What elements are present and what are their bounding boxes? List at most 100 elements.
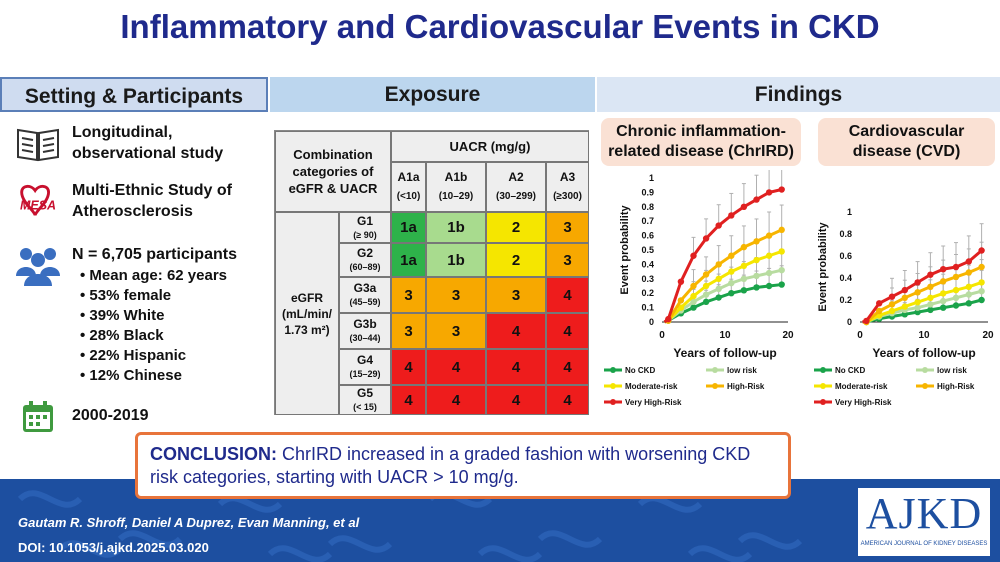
legend-label: No CKD	[835, 366, 865, 375]
col-header-a2: A2 (30–299)	[486, 162, 546, 212]
conclusion-box: CONCLUSION: ChrIRD increased in a graded…	[135, 432, 791, 499]
x-tick-label: 10	[719, 330, 731, 341]
matrix-cell: 2	[486, 212, 546, 243]
data-point	[901, 294, 908, 301]
matrix-cell: 3	[546, 243, 589, 277]
legend-swatch-dot	[922, 367, 928, 373]
matrix-cell: 3	[391, 313, 426, 349]
x-tick-label: 20	[782, 330, 794, 341]
matrix-cell: 4	[486, 349, 546, 385]
data-point	[952, 263, 960, 271]
data-point	[690, 292, 697, 300]
matrix-cell: 3	[546, 212, 589, 243]
conclusion-text: ChrIRD increased in a graded fashion wit…	[150, 444, 751, 487]
period-item: 2000-2019	[14, 395, 149, 439]
authors: Gautam R. Shroff, Daniel A Duprez, Evan …	[18, 515, 360, 530]
row-header-g4: G4 (15–29)	[339, 349, 391, 385]
data-point	[978, 247, 985, 254]
x-tick-label: 0	[659, 330, 665, 341]
legend-swatch-dot	[820, 383, 826, 389]
legend-label: low risk	[727, 366, 757, 375]
data-point	[901, 311, 908, 318]
participants-count: N = 6,705 participants	[72, 246, 237, 263]
data-point	[728, 279, 735, 287]
data-point	[778, 226, 785, 234]
data-point	[765, 252, 773, 259]
data-point	[765, 282, 773, 290]
data-point	[702, 298, 710, 306]
data-point	[665, 315, 672, 323]
data-point	[753, 284, 760, 291]
legend-label: High-Risk	[727, 382, 765, 391]
data-point	[978, 288, 985, 295]
infographic-title: Inflammatory and Cardiovascular Events i…	[120, 8, 880, 45]
mesa-logo-icon: MESA	[14, 180, 62, 224]
data-point	[965, 269, 972, 276]
uacr-header: UACR (mg/g)	[391, 131, 589, 162]
col-header-a3: A3 (≥300)	[546, 162, 589, 212]
matrix-cell: 4	[426, 385, 486, 415]
legend-label: Very High-Risk	[625, 398, 682, 407]
bullet-item: • 39% White	[80, 307, 165, 324]
data-point	[978, 263, 985, 271]
ajkd-logo: AJKD AMERICAN JOURNAL OF KIDNEY DISEASES	[858, 488, 990, 556]
row-header-g3a: G3a (45–59)	[339, 277, 391, 313]
y-tick-label: 0.4	[641, 259, 654, 269]
data-point	[888, 307, 896, 315]
matrix-cell: 4	[546, 277, 589, 313]
data-point	[888, 301, 896, 308]
data-point	[914, 304, 921, 311]
row-header-g1: G1 (≥ 90)	[339, 212, 391, 243]
data-point	[753, 196, 760, 203]
legend-swatch-dot	[712, 383, 718, 389]
data-point	[927, 283, 934, 290]
bullet-item: • 53% female	[80, 287, 172, 304]
data-point	[888, 293, 896, 300]
matrix-cell: 3	[486, 277, 546, 313]
data-point	[914, 289, 921, 296]
data-point	[901, 303, 908, 310]
study-type-item: Longitudinal, observational study	[14, 122, 223, 166]
data-point	[728, 290, 735, 297]
matrix-cell: 3	[391, 277, 426, 313]
header-findings: Findings	[597, 77, 1000, 112]
calendar-icon	[14, 395, 62, 439]
matrix-cell: 1b	[426, 243, 486, 277]
data-point	[702, 271, 710, 278]
y-tick-label: 0.2	[839, 295, 852, 305]
data-point	[778, 281, 785, 288]
y-tick-label: 0.6	[839, 251, 852, 261]
x-axis-label: Years of follow-up	[673, 346, 776, 360]
y-tick-label: 0.1	[641, 303, 654, 313]
legend-swatch-dot	[820, 367, 826, 373]
matrix-cell: 4	[426, 349, 486, 385]
legend-label: Very High-Risk	[835, 398, 892, 407]
x-tick-label: 0	[857, 330, 863, 341]
matrix-cell: 1a	[391, 243, 426, 277]
data-point	[753, 238, 760, 245]
data-point	[927, 301, 934, 308]
matrix-cell: 4	[391, 385, 426, 415]
data-point	[677, 304, 685, 311]
legend-label: No CKD	[625, 366, 655, 375]
data-point	[702, 291, 710, 298]
y-tick-label: 1	[847, 207, 852, 217]
data-point	[914, 308, 921, 316]
header-setting: Setting & Participants	[0, 77, 268, 112]
data-point	[740, 287, 748, 294]
egfr-label: eGFR (mL/min/1.73 m²)	[275, 212, 339, 415]
cvd-chart-panel: 0 0.2 0.4 0.6 0.8 1 0 10 20 Years of follow-up Eve…	[808, 170, 998, 425]
data-point	[778, 248, 785, 255]
y-tick-label: 0.8	[641, 202, 654, 212]
data-point	[965, 258, 972, 265]
svg-text:MESA: MESA	[20, 199, 56, 213]
row-header-g3b: G3b (30–44)	[339, 313, 391, 349]
data-point	[914, 279, 921, 286]
cohort-line2: Atherosclerosis	[72, 203, 193, 220]
data-point	[728, 212, 735, 219]
data-point	[702, 282, 710, 290]
risk-matrix: Combination categories of eGFR & UACR UA…	[274, 130, 589, 415]
data-point	[965, 300, 972, 307]
data-point	[965, 291, 972, 298]
